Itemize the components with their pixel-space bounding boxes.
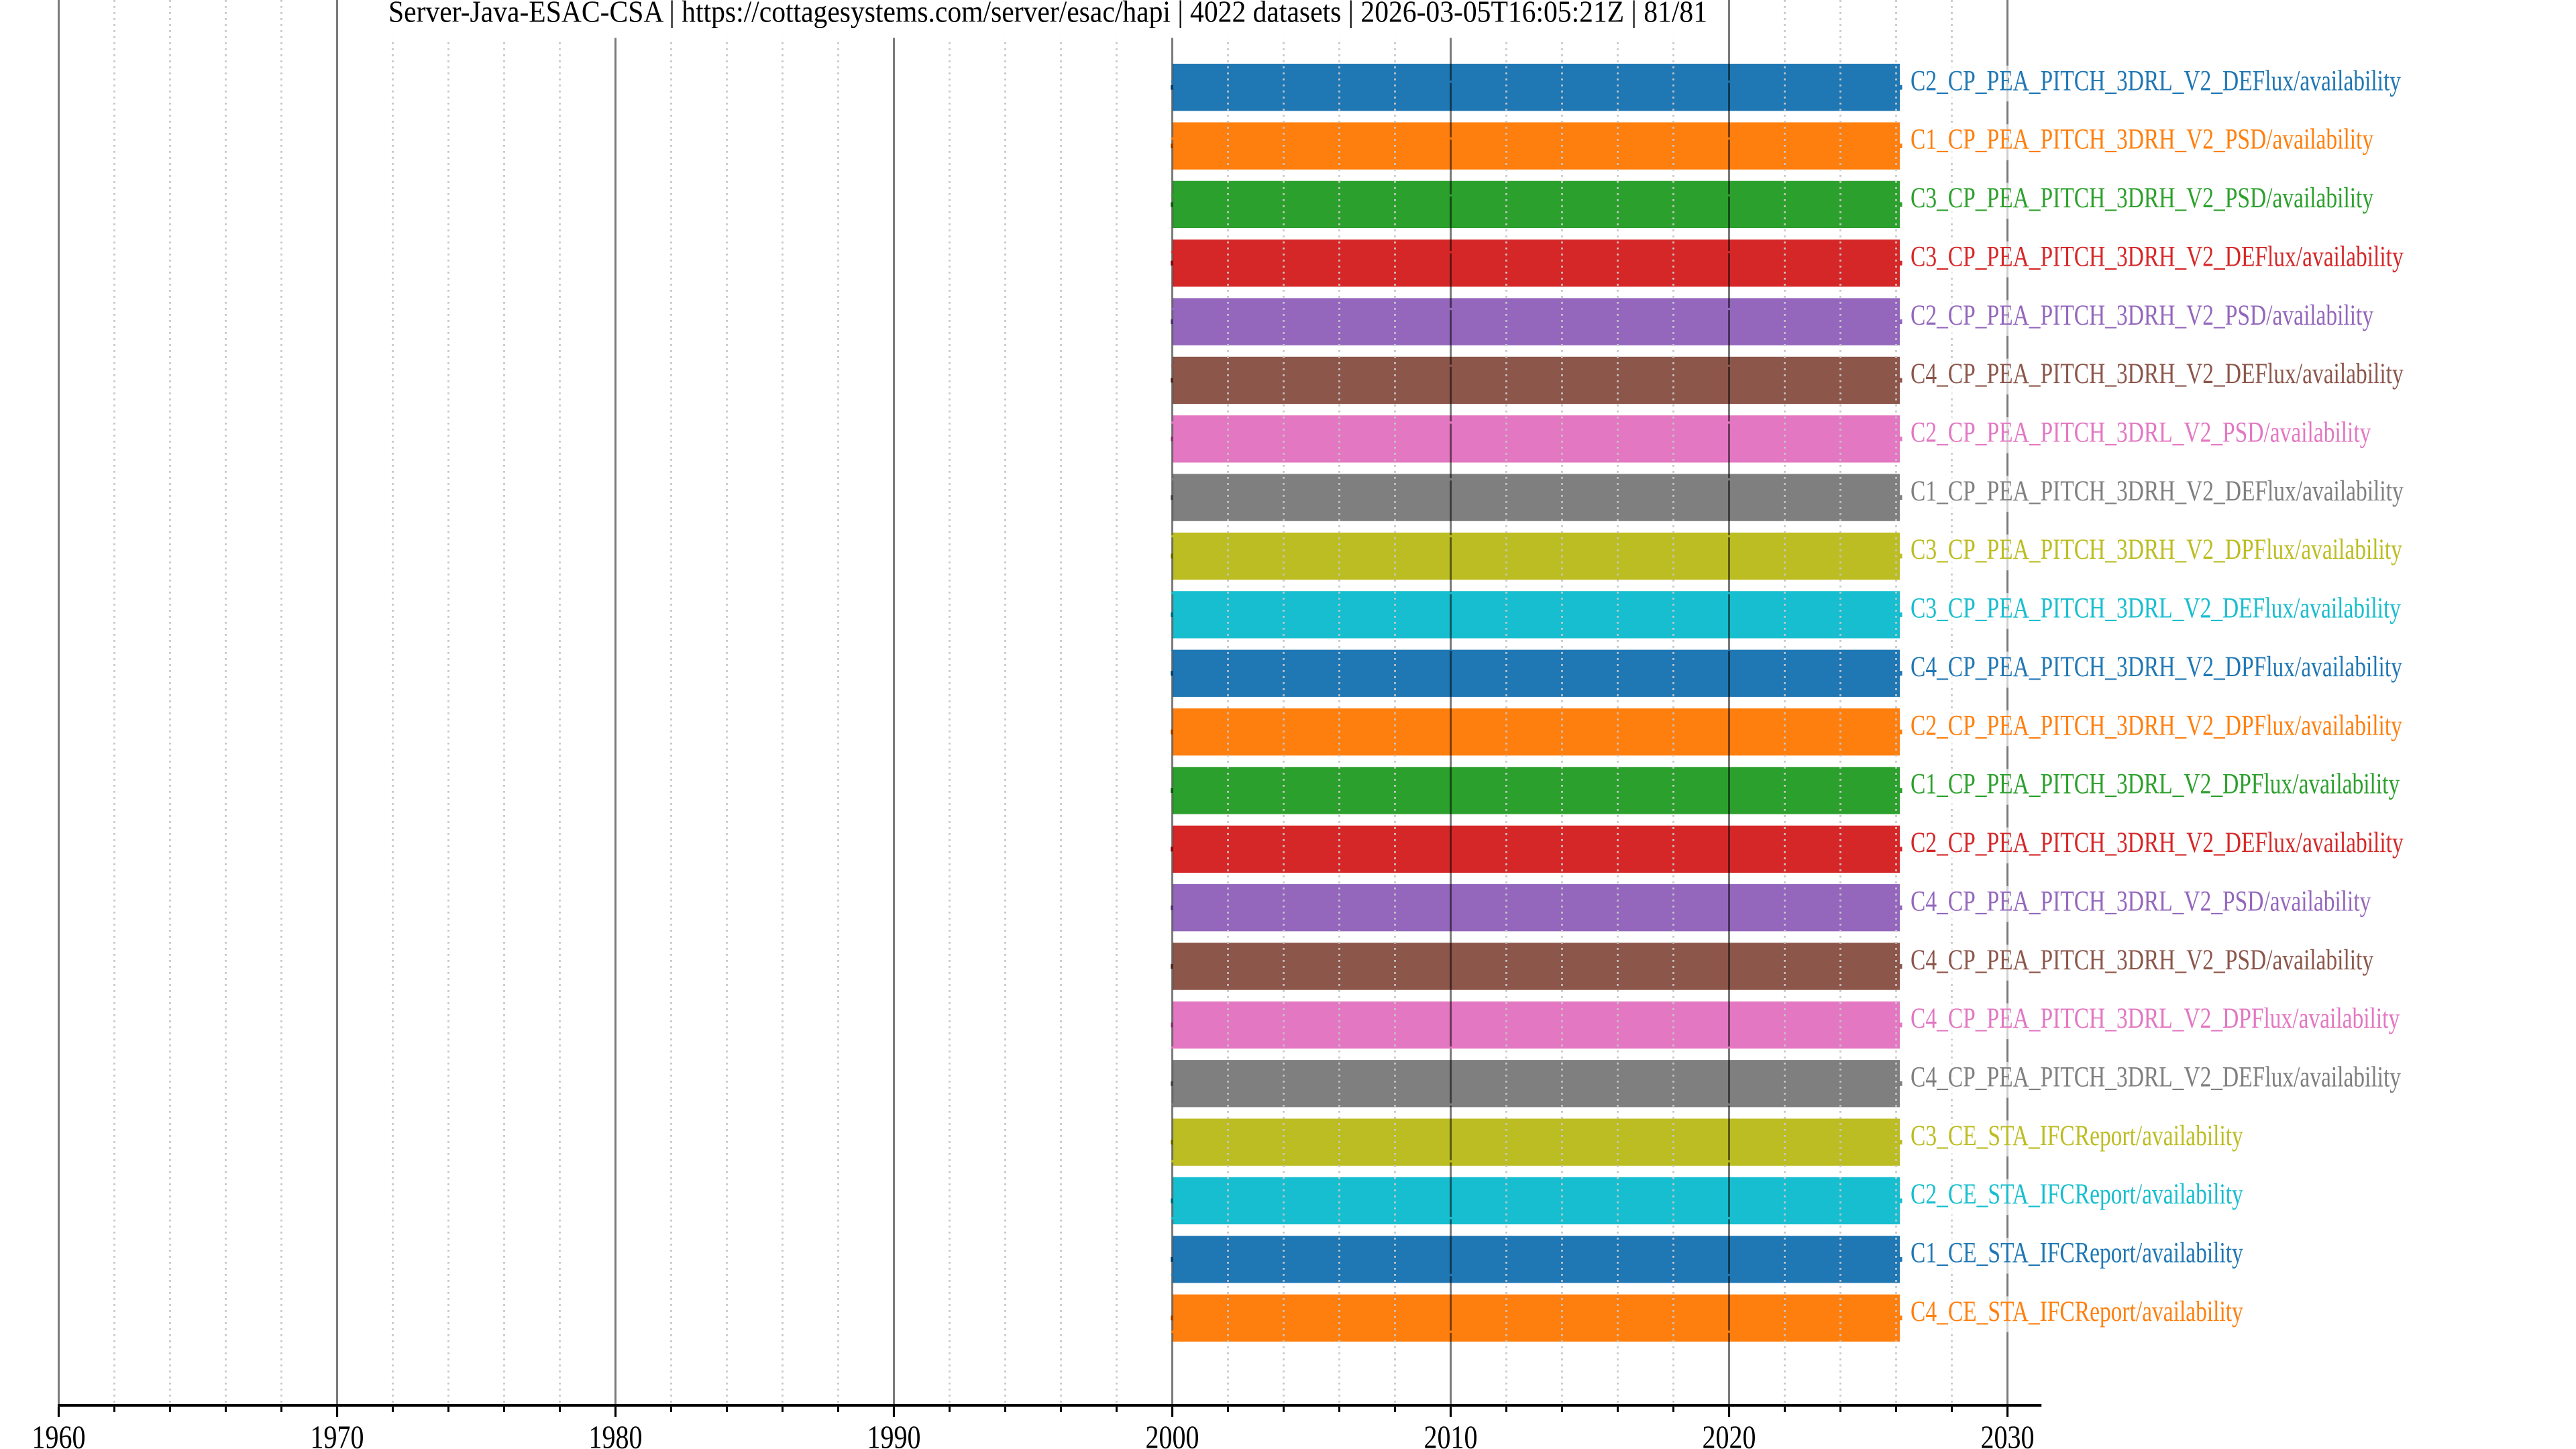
svg-text:C2_CP_PEA_PITCH_3DRH_V2_DPFlux: C2_CP_PEA_PITCH_3DRH_V2_DPFlux/availabil… <box>1911 710 2402 741</box>
svg-text:C3_CP_PEA_PITCH_3DRH_V2_DPFlux: C3_CP_PEA_PITCH_3DRH_V2_DPFlux/availabil… <box>1911 534 2402 566</box>
svg-text:1960: 1960 <box>32 1419 86 1449</box>
svg-text:C1_CP_PEA_PITCH_3DRH_V2_DEFlux: C1_CP_PEA_PITCH_3DRH_V2_DEFlux/availabil… <box>1911 476 2404 507</box>
svg-text:C3_CP_PEA_PITCH_3DRL_V2_DEFlux: C3_CP_PEA_PITCH_3DRL_V2_DEFlux/availabil… <box>1911 593 2401 625</box>
svg-text:1990: 1990 <box>867 1419 921 1449</box>
svg-text:2010: 2010 <box>1424 1419 1478 1449</box>
svg-text:C4_CP_PEA_PITCH_3DRL_V2_DEFlux: C4_CP_PEA_PITCH_3DRL_V2_DEFlux/availabil… <box>1911 1062 2401 1093</box>
svg-text:C2_CE_STA_IFCReport/availabili: C2_CE_STA_IFCReport/availability <box>1911 1179 2243 1210</box>
svg-text:C2_CP_PEA_PITCH_3DRH_V2_PSD/av: C2_CP_PEA_PITCH_3DRH_V2_PSD/availability <box>1911 300 2373 331</box>
svg-text:C2_CP_PEA_PITCH_3DRH_V2_DEFlux: C2_CP_PEA_PITCH_3DRH_V2_DEFlux/availabil… <box>1911 827 2404 859</box>
svg-text:C2_CP_PEA_PITCH_3DRL_V2_DEFlux: C2_CP_PEA_PITCH_3DRL_V2_DEFlux/availabil… <box>1911 65 2401 97</box>
svg-text:C1_CP_PEA_PITCH_3DRL_V2_DPFlux: C1_CP_PEA_PITCH_3DRL_V2_DPFlux/availabil… <box>1911 769 2400 800</box>
svg-text:C4_CP_PEA_PITCH_3DRL_V2_PSD/av: C4_CP_PEA_PITCH_3DRL_V2_PSD/availability <box>1911 885 2371 917</box>
svg-text:1970: 1970 <box>311 1419 364 1449</box>
svg-text:C3_CP_PEA_PITCH_3DRH_V2_DEFlux: C3_CP_PEA_PITCH_3DRH_V2_DEFlux/availabil… <box>1911 241 2404 272</box>
svg-text:C1_CE_STA_IFCReport/availabili: C1_CE_STA_IFCReport/availability <box>1911 1238 2243 1269</box>
svg-text:2000: 2000 <box>1146 1419 1199 1449</box>
svg-text:2030: 2030 <box>1981 1419 2035 1449</box>
svg-text:C3_CP_PEA_PITCH_3DRH_V2_PSD/av: C3_CP_PEA_PITCH_3DRH_V2_PSD/availability <box>1911 182 2373 214</box>
svg-text:C4_CP_PEA_PITCH_3DRH_V2_DPFlux: C4_CP_PEA_PITCH_3DRH_V2_DPFlux/availabil… <box>1911 651 2402 683</box>
svg-text:C4_CP_PEA_PITCH_3DRL_V2_DPFlux: C4_CP_PEA_PITCH_3DRL_V2_DPFlux/availabil… <box>1911 1003 2400 1034</box>
svg-text:C4_CP_PEA_PITCH_3DRH_V2_DEFlux: C4_CP_PEA_PITCH_3DRH_V2_DEFlux/availabil… <box>1911 358 2404 390</box>
svg-text:C2_CP_PEA_PITCH_3DRL_V2_PSD/av: C2_CP_PEA_PITCH_3DRL_V2_PSD/availability <box>1911 417 2371 449</box>
svg-text:C4_CP_PEA_PITCH_3DRH_V2_PSD/av: C4_CP_PEA_PITCH_3DRH_V2_PSD/availability <box>1911 945 2373 976</box>
svg-text:C1_CP_PEA_PITCH_3DRH_V2_PSD/av: C1_CP_PEA_PITCH_3DRH_V2_PSD/availability <box>1911 124 2373 156</box>
svg-text:C3_CE_STA_IFCReport/availabili: C3_CE_STA_IFCReport/availability <box>1911 1120 2243 1152</box>
svg-text:2020: 2020 <box>1703 1419 1756 1449</box>
svg-text:C4_CE_STA_IFCReport/availabili: C4_CE_STA_IFCReport/availability <box>1911 1296 2243 1328</box>
svg-text:1980: 1980 <box>589 1419 643 1449</box>
svg-text:Server-Java-ESAC-CSA | https:/: Server-Java-ESAC-CSA | https://cottagesy… <box>388 0 1707 29</box>
